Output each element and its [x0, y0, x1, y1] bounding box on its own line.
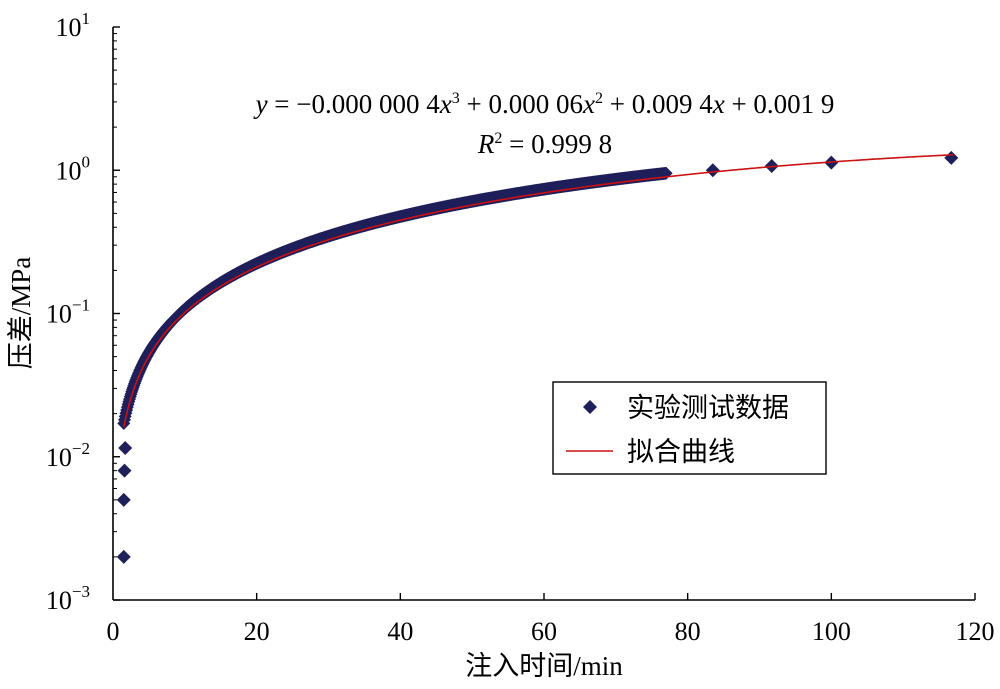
- y-ticks: 10−3 10−2 10−1 100 101: [46, 9, 120, 615]
- data-point: [116, 549, 131, 564]
- fit-equation: y = −0.000 000 4x3 + 0.000 06x2 + 0.009 …: [253, 89, 835, 159]
- legend-label-fit: 拟合曲线: [627, 437, 735, 467]
- x-tick-label: 0: [107, 617, 120, 646]
- legend: 实验测试数据 拟合曲线: [552, 381, 827, 475]
- data-point: [944, 150, 959, 165]
- x-tick-label: 100: [812, 617, 851, 646]
- legend-box: [552, 381, 827, 475]
- x-tick-label: 80: [675, 617, 701, 646]
- x-axis-title: 注入时间/min: [465, 651, 623, 681]
- data-point: [116, 492, 131, 507]
- x-tick-label: 60: [531, 617, 557, 646]
- legend-label-experiment: 实验测试数据: [627, 393, 789, 423]
- y-tick-label: 101: [56, 9, 91, 42]
- equation-line: y = −0.000 000 4x3 + 0.000 06x2 + 0.009 …: [253, 89, 835, 119]
- y-tick-label: 10−3: [46, 582, 90, 615]
- r-squared-line: R2 = 0.999 8: [477, 129, 612, 159]
- data-point: [705, 163, 720, 178]
- data-point: [117, 463, 132, 478]
- y-tick-label: 10−1: [46, 296, 90, 329]
- fit-curve: [122, 153, 954, 428]
- legend-marker-experiment: [583, 400, 597, 414]
- data-point: [118, 441, 133, 456]
- plot-area: [116, 150, 959, 564]
- axes: 0 20 40 60 80 100 120 10−3 10−2 10−1 100 101: [46, 9, 995, 646]
- y-axis-title: 压差/MPa: [6, 257, 36, 370]
- x-tick-label: 120: [956, 617, 995, 646]
- y-tick-label: 10−2: [46, 439, 90, 472]
- x-tick-label: 20: [244, 617, 270, 646]
- y-tick-label: 100: [56, 152, 91, 185]
- x-tick-label: 40: [387, 617, 413, 646]
- x-ticks: 0 20 40 60 80 100 120: [107, 593, 995, 646]
